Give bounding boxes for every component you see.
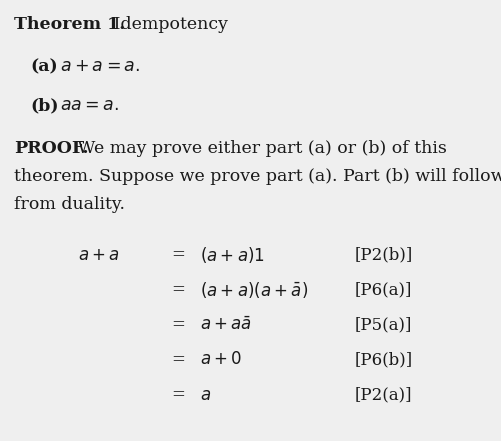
Text: [P2(a)]: [P2(a)] (354, 386, 412, 404)
Text: We may prove either part (a) or (b) of this: We may prove either part (a) or (b) of t… (72, 140, 446, 157)
Text: (b): (b) (30, 97, 59, 114)
Text: =: = (171, 281, 184, 299)
Text: $a + a\bar{a}$: $a + a\bar{a}$ (199, 316, 252, 334)
Text: PROOF.: PROOF. (14, 140, 88, 157)
Text: $a + a = a.$: $a + a = a.$ (60, 58, 140, 75)
Text: [P2(b)]: [P2(b)] (354, 247, 412, 264)
Text: $(a + a)(a + \bar{a})$: $(a + a)(a + \bar{a})$ (199, 280, 308, 300)
Text: Idempotency: Idempotency (108, 16, 227, 33)
Text: (a): (a) (30, 58, 58, 75)
Text: $a + a$: $a + a$ (78, 247, 120, 264)
Text: [P5(a)]: [P5(a)] (354, 317, 411, 333)
Text: $(a + a)1$: $(a + a)1$ (199, 245, 265, 265)
Text: [P6(a)]: [P6(a)] (354, 281, 411, 299)
Text: $a$: $a$ (199, 386, 211, 404)
Text: Theorem 1.: Theorem 1. (14, 16, 125, 33)
Text: theorem. Suppose we prove part (a). Part (b) will follow: theorem. Suppose we prove part (a). Part… (14, 168, 501, 185)
Text: [P6(b)]: [P6(b)] (354, 351, 412, 369)
Text: =: = (171, 317, 184, 333)
Text: $a + 0$: $a + 0$ (199, 351, 241, 369)
Text: =: = (171, 351, 184, 369)
Text: from duality.: from duality. (14, 196, 125, 213)
Text: $aa = a.$: $aa = a.$ (60, 97, 119, 114)
Text: =: = (171, 386, 184, 404)
Text: =: = (171, 247, 184, 264)
